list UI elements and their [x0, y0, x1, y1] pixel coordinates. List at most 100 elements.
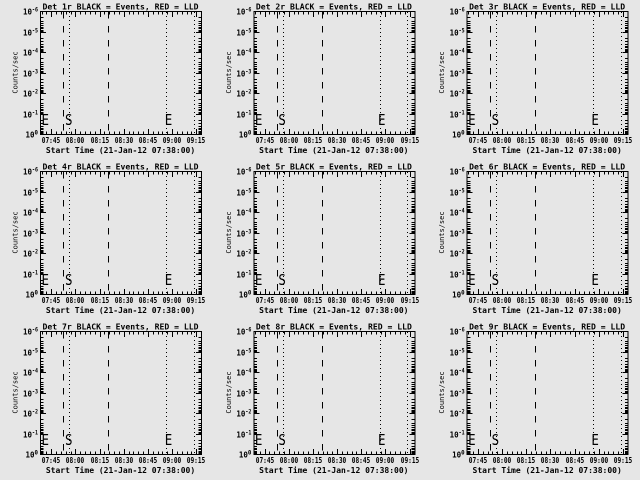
y-tick-label-base: 10 [236, 8, 245, 17]
panel-title: Det 5r BLACK = Events, RED = LLD [256, 163, 412, 172]
y-tick-label-exponent: 0 [461, 450, 465, 457]
x-tick-label: 08:15 [91, 456, 110, 465]
y-tick-label-exponent: -6 [245, 327, 251, 334]
flag-letter-E: E [255, 271, 263, 289]
x-tick-label: 09:00 [163, 456, 182, 465]
y-tick-label-exponent: -3 [32, 69, 38, 76]
x-tick-label: 09:00 [376, 456, 395, 465]
flag-letter-S: S [278, 111, 286, 129]
y-tick-label-exponent: -3 [245, 389, 251, 396]
x-tick-label: 08:00 [280, 296, 299, 305]
y-tick-label-base: 10 [23, 349, 32, 358]
flag-letter-E: E [591, 431, 599, 449]
y-tick-label-base: 10 [236, 230, 245, 239]
y-tick-label-exponent: -5 [245, 348, 251, 355]
x-tick-label: 09:00 [163, 296, 182, 305]
x-tick-label: 08:30 [541, 456, 560, 465]
y-tick-label-base: 10 [23, 209, 32, 218]
x-tick-label: 08:30 [328, 456, 347, 465]
flag-letter-E: E [378, 111, 386, 129]
x-axis-title: Start Time (21-Jan-12 07:38:00) [46, 145, 195, 155]
plot-box [40, 171, 202, 295]
y-tick-label-base: 10 [23, 189, 32, 198]
y-tick-label-exponent: -6 [245, 167, 251, 174]
y-tick-label-base: 10 [23, 271, 32, 280]
y-tick-label-base: 10 [450, 328, 459, 337]
flag-letter-E: E [378, 271, 386, 289]
y-tick-label-exponent: -2 [32, 249, 38, 256]
y-tick-label-base: 10 [450, 168, 459, 177]
y-axis-title: Counts/sec [225, 371, 233, 413]
y-tick-label-exponent: -1 [459, 430, 465, 437]
x-tick-label: 08:45 [352, 136, 371, 145]
y-tick-label-exponent: 0 [35, 130, 39, 137]
x-tick-label: 07:45 [42, 456, 61, 465]
plot-box [40, 331, 202, 455]
y-tick-label-exponent: -5 [459, 348, 465, 355]
y-tick-label-base: 10 [450, 230, 459, 239]
y-tick-label-exponent: -5 [245, 28, 251, 35]
x-axis-title: Start Time (21-Jan-12 07:38:00) [473, 465, 622, 475]
y-tick-label-base: 10 [450, 410, 459, 419]
panel-title: Det 6r BLACK = Events, RED = LLD [469, 163, 625, 172]
flag-letter-S: S [492, 431, 500, 449]
flag-letter-E: E [165, 271, 173, 289]
flag-letter-E: E [468, 111, 476, 129]
plot-box [466, 171, 629, 295]
x-tick-label: 08:30 [115, 296, 134, 305]
flag-letter-S: S [278, 431, 286, 449]
y-tick-label-base: 10 [239, 291, 248, 300]
y-tick-label-exponent: -4 [245, 208, 251, 215]
y-tick-label-base: 10 [236, 349, 245, 358]
flag-letter-E: E [165, 111, 173, 129]
x-axis-title: Start Time (21-Jan-12 07:38:00) [46, 465, 195, 475]
y-tick-label-exponent: -4 [32, 48, 38, 55]
y-axis-title: Counts/sec [12, 371, 20, 413]
y-tick-label-exponent: -5 [459, 188, 465, 195]
x-tick-label: 07:45 [42, 296, 61, 305]
y-tick-label-exponent: -4 [32, 368, 38, 375]
x-tick-label: 09:00 [376, 136, 395, 145]
y-tick-label-base: 10 [23, 230, 32, 239]
y-tick-label-exponent: -4 [245, 48, 251, 55]
y-tick-label-exponent: -6 [32, 7, 38, 14]
y-tick-label-base: 10 [23, 90, 32, 99]
y-tick-label-base: 10 [236, 410, 245, 419]
x-tick-label: 08:30 [328, 296, 347, 305]
panel-title: Det 2r BLACK = Events, RED = LLD [256, 3, 412, 12]
y-tick-label-base: 10 [236, 390, 245, 399]
y-tick-label-exponent: -5 [32, 188, 38, 195]
x-tick-label: 08:15 [517, 136, 536, 145]
y-tick-label-base: 10 [452, 451, 461, 460]
x-tick-label: 09:15 [401, 456, 420, 465]
plot-box [253, 331, 416, 455]
x-tick-label: 08:00 [493, 136, 512, 145]
x-tick-label: 08:45 [352, 456, 371, 465]
x-axis-title: Start Time (21-Jan-12 07:38:00) [473, 305, 622, 315]
y-tick-label-base: 10 [450, 189, 459, 198]
y-tick-label-exponent: -4 [459, 48, 465, 55]
y-tick-label-base: 10 [450, 271, 459, 280]
flag-letter-E: E [591, 111, 599, 129]
flag-letter-S: S [65, 271, 73, 289]
y-tick-label-exponent: -2 [245, 249, 251, 256]
y-tick-label-base: 10 [236, 49, 245, 58]
x-tick-label: 08:30 [541, 296, 560, 305]
y-tick-label-base: 10 [239, 131, 248, 140]
y-axis-title: Counts/sec [438, 371, 446, 413]
flag-letter-S: S [278, 271, 286, 289]
x-tick-label: 09:00 [590, 456, 609, 465]
flag-letter-E: E [41, 431, 49, 449]
y-tick-label-base: 10 [26, 131, 35, 140]
flag-letter-E: E [255, 111, 263, 129]
x-tick-label: 08:00 [493, 456, 512, 465]
x-tick-label: 08:00 [493, 296, 512, 305]
x-tick-label: 08:00 [66, 296, 85, 305]
y-axis-title: Counts/sec [12, 211, 20, 253]
y-tick-label-exponent: -4 [245, 368, 251, 375]
y-tick-label-base: 10 [26, 291, 35, 300]
y-tick-label-exponent: -1 [245, 110, 251, 117]
